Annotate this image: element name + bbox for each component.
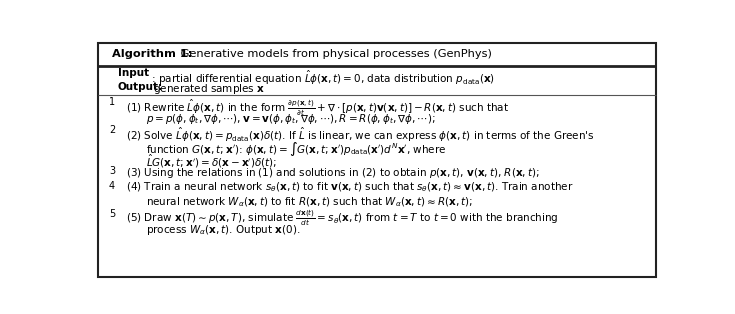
Text: Algorithm 1:: Algorithm 1: — [112, 49, 192, 58]
Text: neural network $W_\alpha(\mathbf{x}, t)$ to fit $R(\mathbf{x}, t)$ such that $W_: neural network $W_\alpha(\mathbf{x}, t)$… — [146, 195, 473, 209]
Text: $p = p(\phi, \phi_t, \nabla\phi, \cdots), \mathbf{v} = \mathbf{v}(\phi, \phi_t, : $p = p(\phi, \phi_t, \nabla\phi, \cdots)… — [146, 112, 436, 126]
Text: Output:: Output: — [118, 82, 162, 92]
Text: Input: Input — [118, 68, 148, 78]
Text: 1: 1 — [109, 97, 115, 107]
Text: 2: 2 — [109, 125, 115, 135]
Text: (2) Solve $\hat{L}\phi(\mathbf{x}, t) = p_{\mathrm{data}}(\mathbf{x})\delta(t)$.: (2) Solve $\hat{L}\phi(\mathbf{x}, t) = … — [126, 125, 595, 143]
Text: Generative models from physical processes (GenPhys): Generative models from physical processe… — [177, 49, 492, 58]
Text: $\hat{L}G(\mathbf{x}, t; \mathbf{x}') = \delta(\mathbf{x} - \mathbf{x}')\delta(t: $\hat{L}G(\mathbf{x}, t; \mathbf{x}') = … — [146, 153, 277, 170]
Text: generated samples $\mathbf{x}$: generated samples $\mathbf{x}$ — [150, 82, 265, 96]
Text: 3: 3 — [109, 166, 115, 176]
Text: (5) Draw $\mathbf{x}(T) \sim p(\mathbf{x}, T)$, simulate $\frac{d\mathbf{x}(t)}{: (5) Draw $\mathbf{x}(T) \sim p(\mathbf{x… — [126, 208, 559, 229]
Text: function $G(\mathbf{x}, t; \mathbf{x}')$: $\phi(\mathbf{x}, t) = \int G(\mathbf{: function $G(\mathbf{x}, t; \mathbf{x}')$… — [146, 140, 446, 158]
Text: (3) Using the relations in (1) and solutions in (2) to obtain $p(\mathbf{x}, t)$: (3) Using the relations in (1) and solut… — [126, 166, 539, 180]
Text: : partial differential equation $\hat{L}\phi(\mathbf{x}, t) = 0$, data distribut: : partial differential equation $\hat{L}… — [145, 68, 495, 87]
Text: (1) Rewrite $\hat{L}\phi(\mathbf{x}, t)$ in the form $\frac{\partial p(\mathbf{x: (1) Rewrite $\hat{L}\phi(\mathbf{x}, t)$… — [126, 97, 509, 118]
FancyBboxPatch shape — [98, 42, 656, 277]
Text: (4) Train a neural network $s_\theta(\mathbf{x}, t)$ to fit $\mathbf{v}(\mathbf{: (4) Train a neural network $s_\theta(\ma… — [126, 181, 573, 194]
Text: process $W_\alpha(\mathbf{x}, t)$. Output $\mathbf{x}(0)$.: process $W_\alpha(\mathbf{x}, t)$. Outpu… — [146, 223, 301, 237]
Text: 4: 4 — [109, 181, 115, 191]
Text: 5: 5 — [109, 208, 115, 219]
